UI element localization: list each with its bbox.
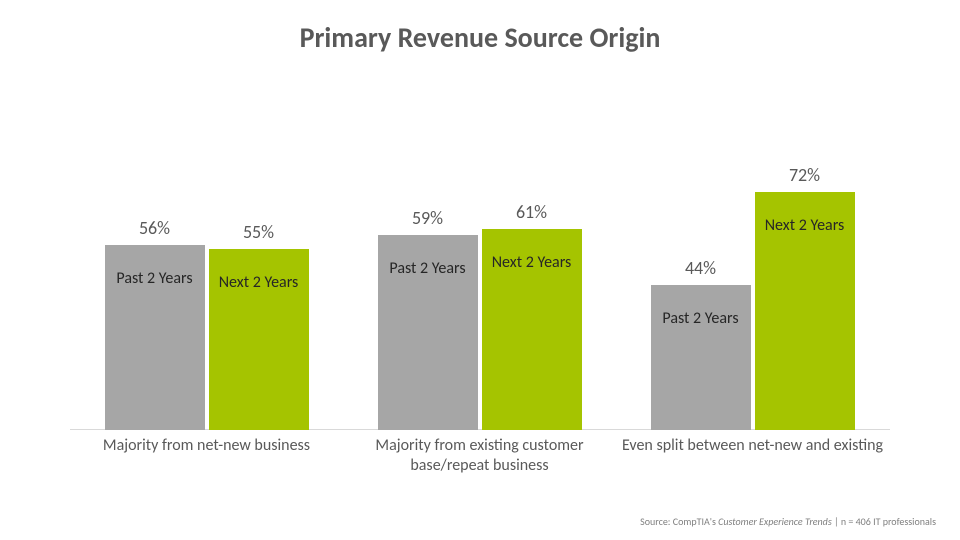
value-label: 61% (482, 201, 582, 223)
bar-series-label: Next 2 Years (209, 273, 309, 292)
value-label: 59% (378, 207, 478, 229)
value-label: 44% (651, 257, 751, 279)
bar-group-2: 44% Past 2 Years 72% Next 2 Years (616, 100, 889, 430)
bar-series-label: Past 2 Years (105, 269, 205, 288)
bar-next2-1: 61% Next 2 Years (482, 229, 582, 430)
bar-next2-0: 55% Next 2 Years (209, 249, 309, 431)
bar-series-label: Next 2 Years (482, 253, 582, 272)
category-label-1: Majority from existing customer base/rep… (343, 436, 616, 476)
category-label-0: Majority from net-new business (70, 436, 343, 456)
bar-group-0: 56% Past 2 Years 55% Next 2 Years (70, 100, 343, 430)
bar-next2-2: 72% Next 2 Years (755, 192, 855, 430)
bar-past2-0: 56% Past 2 Years (105, 245, 205, 430)
bar-group-1: 59% Past 2 Years 61% Next 2 Years (343, 100, 616, 430)
chart-title: Primary Revenue Source Origin (0, 20, 960, 55)
bar-series-label: Past 2 Years (651, 309, 751, 328)
chart-plot-area: 56% Past 2 Years 55% Next 2 Years 59% Pa… (70, 100, 890, 430)
category-labels-row: Majority from net-new business Majority … (70, 436, 890, 486)
footnote-prefix: Source: CompTIA's (640, 515, 718, 528)
bar-series-label: Past 2 Years (378, 259, 478, 278)
value-label: 56% (105, 217, 205, 239)
value-label: 72% (755, 164, 855, 186)
category-label-2: Even split between net-new and existing (616, 436, 889, 456)
footnote-title: Customer Experience Trends (718, 515, 832, 528)
bar-past2-2: 44% Past 2 Years (651, 285, 751, 430)
source-footnote: Source: CompTIA's Customer Experience Tr… (640, 515, 936, 528)
footnote-suffix: | n = 406 IT professionals (832, 515, 936, 528)
value-label: 55% (209, 221, 309, 243)
bar-series-label: Next 2 Years (755, 216, 855, 235)
bar-past2-1: 59% Past 2 Years (378, 235, 478, 430)
